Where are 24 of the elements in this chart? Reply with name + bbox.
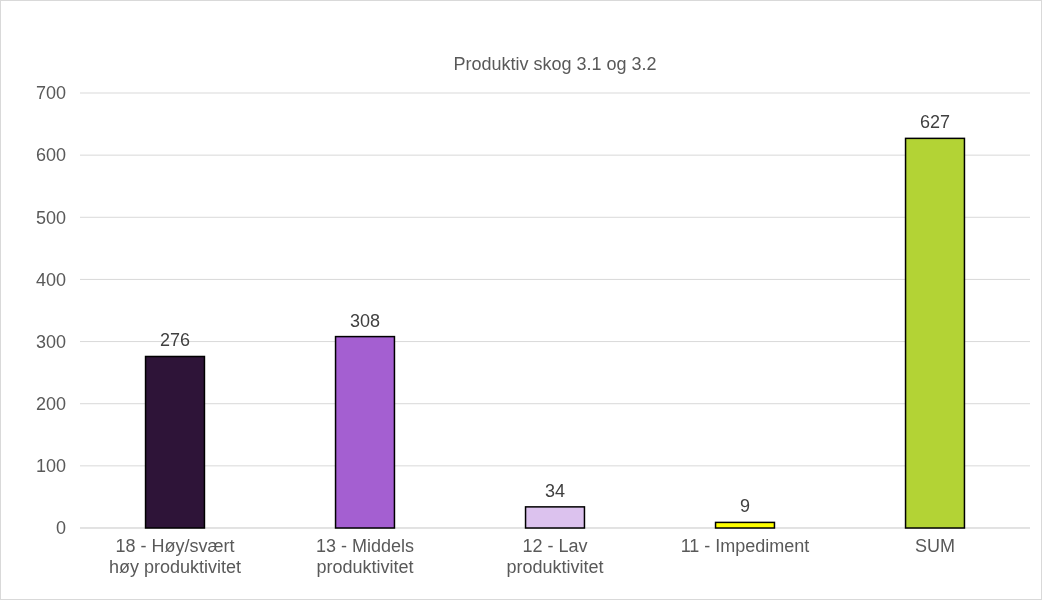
data-label: 627 <box>919 112 951 133</box>
x-tick-label: 13 - Middels produktivitet <box>315 536 415 577</box>
y-tick-label: 500 <box>35 207 66 228</box>
y-tick-label: 400 <box>35 269 66 290</box>
bar <box>904 137 966 529</box>
y-tick-label: 100 <box>35 456 66 477</box>
chart-title: Produktiv skog 3.1 og 3.2 <box>453 54 657 74</box>
bar <box>334 335 396 529</box>
y-tick-label: 600 <box>35 145 66 166</box>
bar <box>714 521 776 529</box>
data-label: 276 <box>159 330 191 351</box>
y-tick-label: 700 <box>35 83 66 104</box>
x-tick-label: 11 - Impediment <box>680 536 810 556</box>
data-label: 34 <box>544 480 566 501</box>
x-tick-label: SUM <box>915 536 955 556</box>
data-label: 308 <box>349 310 381 331</box>
bar <box>524 506 586 529</box>
y-tick-label: 200 <box>35 394 66 415</box>
data-label: 9 <box>739 496 751 517</box>
y-tick-label: 300 <box>35 331 66 352</box>
x-tick-label: 12 - Lav produktivitet <box>506 536 604 577</box>
bar <box>144 355 206 529</box>
x-tick-label: 18 - Høy/svært høy produktivitet <box>108 536 242 577</box>
y-tick-label: 0 <box>55 518 66 539</box>
